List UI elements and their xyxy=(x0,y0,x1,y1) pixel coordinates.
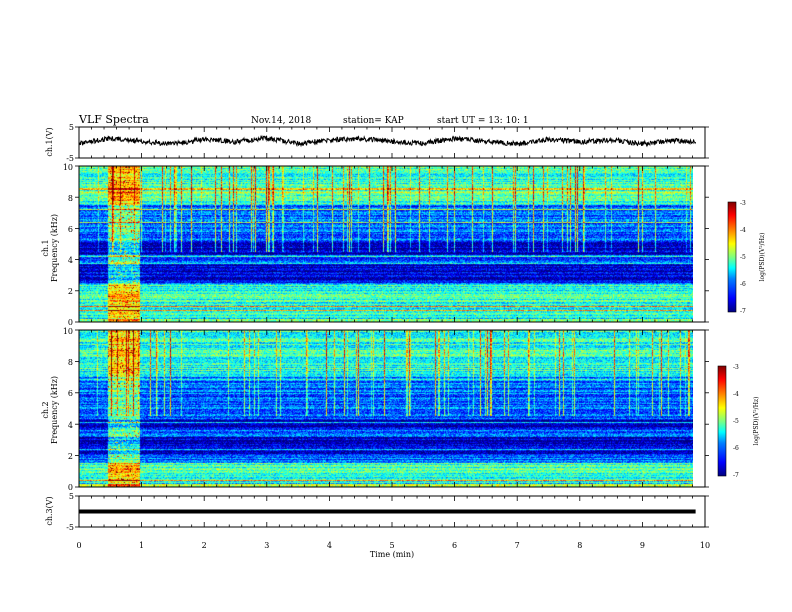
ch1-spec-ytick-8: 8 xyxy=(68,194,73,203)
ch2-spectrogram-ticks xyxy=(75,329,709,488)
ch1-cb-label: log(PSD)(V²/Hz) xyxy=(759,233,766,282)
ch1-cb-tick-7: -7 xyxy=(740,308,746,315)
ch2-spec-ytick-8: 8 xyxy=(68,358,73,367)
ch3-waveform-ticks xyxy=(75,495,709,528)
x-tick-label-1: 1 xyxy=(139,541,144,550)
x-tick-label-3: 3 xyxy=(264,541,269,550)
station-label: station= KAP xyxy=(343,116,404,126)
ch1-spec-ylabel: ch.1 xyxy=(41,239,50,256)
x-tick-label-4: 4 xyxy=(327,541,332,550)
ch1-cb-tick-3: -3 xyxy=(740,200,746,207)
x-tick-label-10: 10 xyxy=(700,541,710,550)
ch1-cb-tick-6: -6 xyxy=(740,281,746,288)
ch2-spec-ytick-4: 4 xyxy=(68,421,73,430)
ch1-wave-ylabel: ch.1(V) xyxy=(45,127,54,156)
ch2-cb-label: log(PSD)(V²/Hz) xyxy=(753,397,760,446)
ch2-spec-yticklabels: 0 2 4 6 8 10 xyxy=(63,327,73,492)
ch2-colorbar-scale xyxy=(717,365,727,477)
ch2-spectrogram-panel: 0 2 4 6 8 10 ch.2 Frequency (kHz) xyxy=(41,327,709,492)
x-tick-label-8: 8 xyxy=(577,541,582,550)
ch2-spectrogram-image xyxy=(79,330,693,487)
x-axis-ticklabels: 0 1 2 3 4 5 6 7 8 9 10 xyxy=(76,541,710,550)
ch3-wave-ytick-top: 5 xyxy=(69,492,74,501)
ch1-waveform-ticks xyxy=(75,126,709,159)
ch2-cb-tick-3: -3 xyxy=(733,364,739,371)
ch2-spec-ytick-6: 6 xyxy=(68,389,73,398)
figure-date: Nov.14, 2018 xyxy=(251,116,312,126)
ch3-wave-ylabel: ch.3(V) xyxy=(45,496,54,525)
ch1-wave-ytick-bottom: -5 xyxy=(66,154,74,163)
x-tick-label-6: 6 xyxy=(452,541,457,550)
x-axis-label: Time (min) xyxy=(370,550,414,559)
ch1-spectrogram-image xyxy=(79,166,693,322)
ch2-spec-ylabel: ch.2 xyxy=(41,401,50,418)
ch2-spec-ytick-0: 0 xyxy=(68,483,73,492)
ch1-wave-ytick-top: 5 xyxy=(69,123,74,132)
ch2-spec-ytick-10: 10 xyxy=(63,327,73,336)
ch3-waveform-panel: 5 -5 ch.3(V) xyxy=(45,492,709,532)
ch3-wave-ytick-bottom: -5 xyxy=(66,523,74,532)
ch2-spec-ylabel-freq: Frequency (kHz) xyxy=(50,376,59,444)
ch1-spec-ytick-6: 6 xyxy=(68,225,73,234)
ch2-colorbar: -3 -4 -5 -6 -7 log(PSD)(V²/Hz) xyxy=(717,364,760,479)
x-tick-label-0: 0 xyxy=(76,541,81,550)
ch1-spec-yticklabels: 0 2 4 6 8 10 xyxy=(63,163,73,327)
ch1-waveform-panel: 5 -5 ch.1(V) xyxy=(45,123,709,163)
ch1-spec-ylabel-freq: Frequency (kHz) xyxy=(50,214,59,282)
ch1-cb-tick-5: -5 xyxy=(740,254,746,261)
ch1-colorbar-scale xyxy=(727,201,737,313)
ch1-spec-ytick-0: 0 xyxy=(68,318,73,327)
ch1-spec-ytick-10: 10 xyxy=(63,163,73,172)
ch2-cb-tick-5: -5 xyxy=(733,418,739,425)
start-time-label: start UT = 13: 10: 1 xyxy=(437,116,529,126)
ch1-spec-ytick-2: 2 xyxy=(68,287,73,296)
ch2-cb-tick-6: -6 xyxy=(733,445,739,452)
x-tick-label-9: 9 xyxy=(640,541,645,550)
ch1-colorbar: -3 -4 -5 -6 -7 log(PSD)(V²/Hz) xyxy=(727,200,766,315)
ch1-waveform-line xyxy=(78,134,697,148)
ch2-spec-ytick-2: 2 xyxy=(68,452,73,461)
x-tick-label-2: 2 xyxy=(202,541,207,550)
figure-title: VLF Spectra xyxy=(78,113,149,126)
x-tick-label-5: 5 xyxy=(389,541,394,550)
ch2-cb-tick-4: -4 xyxy=(733,391,739,398)
x-tick-label-7: 7 xyxy=(515,541,520,550)
ch1-spec-ytick-4: 4 xyxy=(68,256,73,265)
ch1-spectrogram-ticks xyxy=(75,165,709,323)
ch2-cb-tick-7: -7 xyxy=(733,472,739,479)
ch1-cb-tick-4: -4 xyxy=(740,227,746,234)
ch1-spectrogram-panel: 0 2 4 6 8 10 ch.1 Frequency (kHz) xyxy=(41,163,709,327)
